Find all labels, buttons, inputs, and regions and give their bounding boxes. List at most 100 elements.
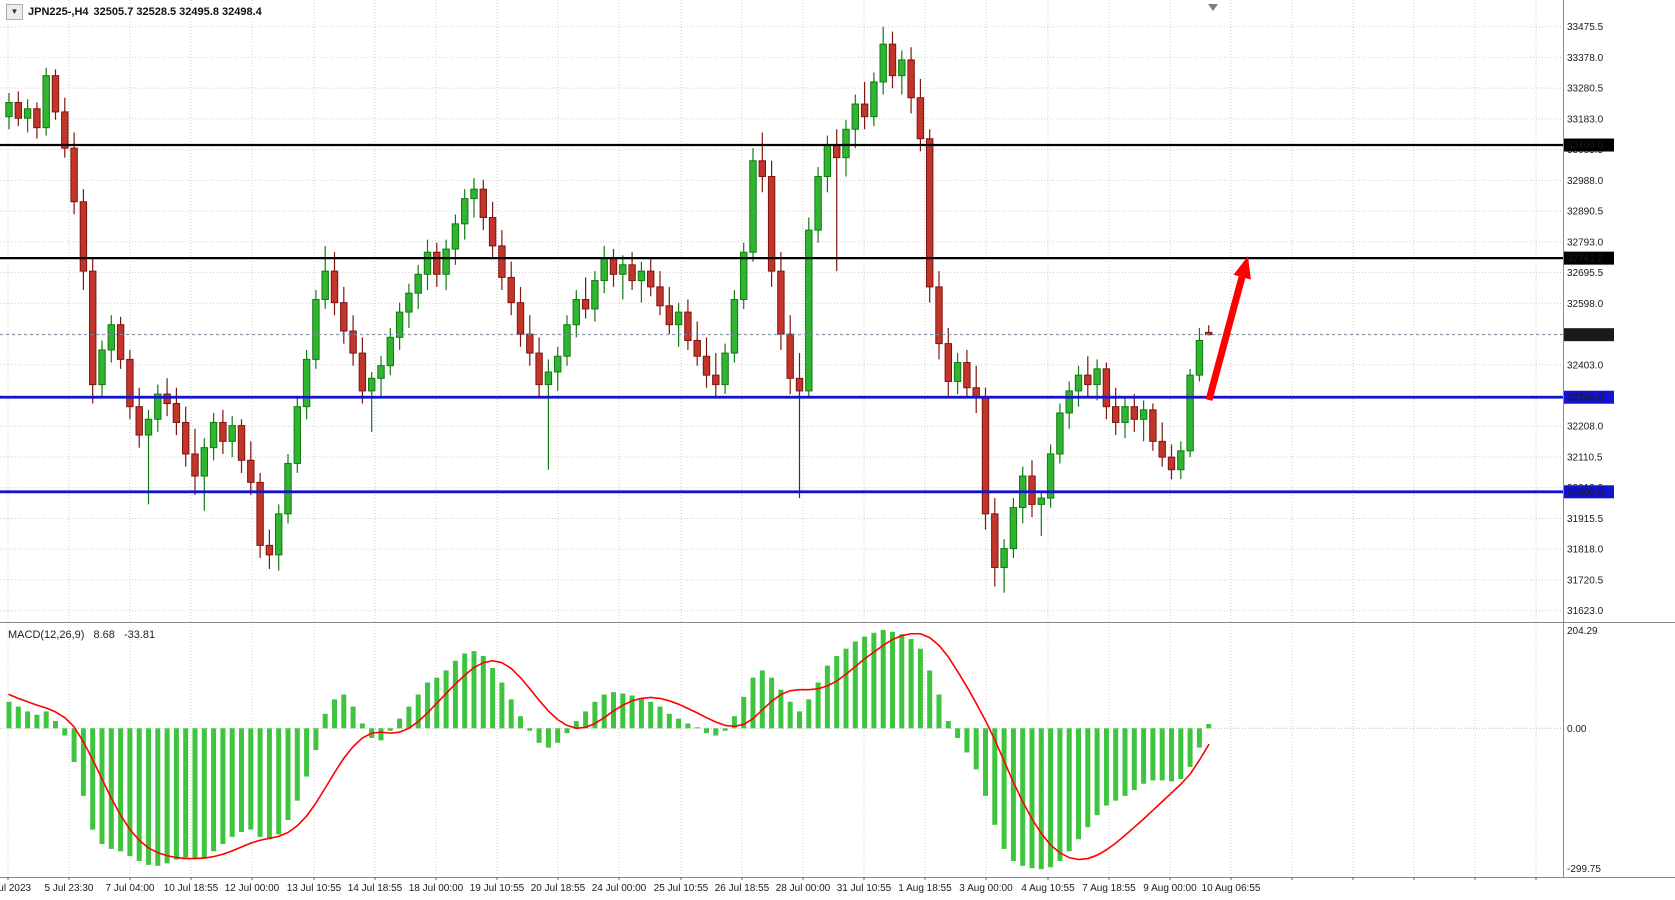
candle-body <box>219 421 227 442</box>
candle-body <box>767 176 776 272</box>
time-tick-label: 26 Jul 18:55 <box>715 883 770 894</box>
candle-body <box>405 292 413 313</box>
price-tick-label: 32110.5 <box>1567 452 1603 463</box>
candle-body <box>944 343 952 382</box>
candle-body <box>61 111 69 149</box>
hline-price-box <box>1564 485 1614 499</box>
macd-histogram-bar <box>583 711 589 729</box>
macd-histogram-bar <box>536 728 542 743</box>
current-price-box <box>1564 328 1614 342</box>
candle-body <box>1065 390 1073 414</box>
symbol-dropdown-icon[interactable]: ▼ <box>6 4 23 20</box>
macd-histogram-bar <box>964 728 970 753</box>
candle-body <box>377 365 385 379</box>
macd-histogram-bar <box>1103 728 1109 806</box>
candle-body <box>442 248 450 275</box>
macd-histogram-bar <box>527 728 533 731</box>
macd-histogram-bar <box>890 631 895 729</box>
candle-body <box>637 270 646 282</box>
macd-name: MACD(12,26,9) <box>8 629 85 641</box>
candle-body <box>1121 406 1129 423</box>
macd-histogram-bar <box>704 728 709 734</box>
time-tick-label: 12 Jul 00:00 <box>225 883 280 894</box>
macd-histogram-bar <box>90 728 96 830</box>
macd-scale-max: 204.29 <box>1567 626 1598 637</box>
candle-body <box>1093 368 1101 386</box>
candle-body <box>256 481 264 546</box>
candle-body <box>814 176 822 231</box>
candle-body <box>358 352 367 392</box>
macd-histogram-bar <box>378 728 384 741</box>
candle-body <box>935 286 943 345</box>
macd-histogram-bar <box>545 728 551 748</box>
candle-body <box>14 101 23 119</box>
candle-body <box>451 223 460 250</box>
hline-price-label: 33100.0 <box>1567 141 1604 152</box>
macd-histogram-bar <box>34 714 40 729</box>
macd-histogram-bar <box>471 651 477 729</box>
macd-histogram-bar <box>1085 728 1091 828</box>
price-tick-label: 33280.5 <box>1567 84 1604 95</box>
macd-histogram-bar <box>192 728 198 859</box>
macd-histogram-bar <box>304 728 310 777</box>
price-tick-label: 32598.0 <box>1567 299 1604 310</box>
trend-arrow[interactable] <box>1205 276 1246 401</box>
macd-histogram-bar <box>173 728 179 860</box>
macd-histogram-bar <box>118 728 124 852</box>
macd-histogram-bar <box>183 728 189 858</box>
candle-body <box>98 349 106 386</box>
candle-body <box>851 103 859 130</box>
candle-body <box>144 418 153 436</box>
candle-body <box>293 406 302 464</box>
candle-body <box>23 108 32 119</box>
candle-body <box>42 75 50 129</box>
candle-body <box>786 333 794 379</box>
candle-body <box>200 447 209 477</box>
candle-body <box>107 324 115 351</box>
macd-histogram-bar <box>294 728 300 801</box>
macd-histogram-bar <box>1057 728 1063 861</box>
price-tick-label: 31623.0 <box>1567 606 1604 617</box>
macd-histogram-bar <box>1066 728 1072 852</box>
candle-body <box>51 75 60 113</box>
candle-body <box>684 311 692 341</box>
macd-histogram-bar <box>1020 728 1026 866</box>
candle-body <box>395 311 404 338</box>
candle-body <box>963 362 971 389</box>
candle-body <box>265 544 274 556</box>
macd-histogram-bar <box>573 721 579 729</box>
macd-histogram-bar <box>1094 728 1100 816</box>
macd-histogram-bar <box>1150 728 1156 781</box>
candle-body <box>349 330 357 354</box>
candle-body <box>740 251 748 300</box>
candle-body <box>833 144 841 159</box>
time-tick-label: 18 Jul 00:00 <box>409 883 464 894</box>
macd-histogram-bar <box>713 728 719 736</box>
macd-histogram-bar <box>80 728 86 796</box>
macd-histogram-bar <box>973 728 979 770</box>
macd-histogram-bar <box>415 694 421 729</box>
macd-histogram-bar <box>1187 728 1193 767</box>
candle-body <box>981 396 990 515</box>
macd-histogram-bar <box>769 677 775 729</box>
time-tick-label: 3 Aug 00:00 <box>959 883 1013 894</box>
candle-body <box>777 270 785 335</box>
candle-body <box>1046 453 1055 499</box>
hline-price-box <box>1564 390 1614 404</box>
macd-histogram-bar <box>108 728 114 849</box>
macd-histogram-bar <box>620 693 626 729</box>
time-tick-label: 10 Aug 06:55 <box>1202 883 1261 894</box>
time-tick-label: 24 Jul 00:00 <box>592 883 647 894</box>
candle-body <box>702 355 711 376</box>
candle-body <box>823 144 832 178</box>
candle-body <box>1149 409 1157 442</box>
macd-histogram-bar <box>359 723 365 729</box>
chart-shift-marker-icon[interactable] <box>1208 4 1218 11</box>
price-tick-label: 32890.5 <box>1567 207 1604 218</box>
candle-body <box>1139 409 1148 420</box>
candle-body <box>312 298 320 360</box>
price-tick-label: 32988.0 <box>1567 176 1604 187</box>
trend-arrow-head[interactable] <box>1233 256 1251 280</box>
macd-histogram-bar <box>332 699 337 729</box>
